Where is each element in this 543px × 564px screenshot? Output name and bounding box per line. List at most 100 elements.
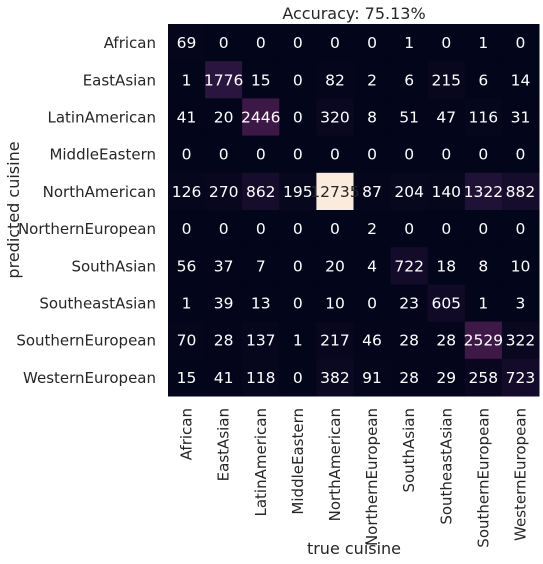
heatmap-cell: [168, 321, 206, 360]
cell-value-label: 0: [478, 220, 488, 238]
cell-value-label: 47: [436, 109, 456, 127]
cell-value-label: 28: [399, 332, 419, 350]
heatmap-cell: [205, 284, 243, 323]
cell-value-label: 69: [177, 34, 197, 52]
cell-value-label: 0: [293, 295, 303, 313]
heatmap-cell: [501, 61, 540, 99]
cell-value-label: 0: [256, 220, 266, 238]
cell-value-label: 41: [177, 109, 197, 127]
heatmap-cell: [464, 24, 503, 62]
y-tick-label: SoutheastAsian: [39, 295, 156, 313]
cell-value-label: 28: [399, 369, 419, 387]
heatmap-cell: [168, 172, 206, 211]
cell-value-label: 1: [478, 34, 488, 52]
cell-value-label: 0: [293, 257, 303, 275]
cell-value-label: 6: [478, 71, 488, 89]
heatmap-cell: [316, 210, 354, 248]
cell-value-label: 382: [320, 369, 350, 387]
heatmap-cell: [279, 284, 317, 323]
cell-value-label: 258: [469, 369, 499, 387]
x-tick-label: NorthAmerican: [326, 408, 344, 521]
cell-value-label: 1322: [464, 183, 503, 201]
heatmap-cell: [242, 321, 280, 360]
cell-value-label: 126: [172, 183, 202, 201]
cell-value-label: 1: [404, 34, 414, 52]
y-tick-label: African: [104, 34, 156, 52]
y-tick-label: NorthAmerican: [43, 183, 156, 201]
cell-value-label: 56: [177, 257, 197, 275]
x-tick-label: SoutheastAsian: [437, 408, 455, 525]
heatmap-cell: [168, 210, 206, 248]
heatmap-cell: [279, 98, 317, 137]
cell-value-label: 15: [251, 71, 271, 89]
cell-value-label: 270: [209, 183, 239, 201]
cell-value-label: 0: [293, 369, 303, 387]
cell-value-label: 195: [283, 183, 313, 201]
heatmap-cell: [316, 172, 354, 211]
cell-value-label: 1: [293, 332, 303, 350]
y-axis-label: predicted cuisine: [4, 141, 23, 278]
heatmap-cell: [205, 135, 243, 174]
cell-value-label: 29: [436, 369, 456, 387]
cell-value-label: 0: [293, 220, 303, 238]
heatmap-cell: [353, 358, 392, 397]
cell-value-label: 320: [320, 109, 350, 127]
heatmap-cell: [390, 98, 429, 137]
y-tick-label: WesternEuropean: [23, 369, 156, 387]
cell-value-label: 2446: [241, 109, 280, 127]
heatmap-cell: [316, 135, 354, 174]
cell-value-label: 8: [367, 109, 377, 127]
cell-value-label: 0: [293, 146, 303, 164]
cell-value-label: 882: [506, 183, 536, 201]
cell-value-label: 28: [436, 332, 456, 350]
cell-value-label: 0: [219, 220, 229, 238]
cell-value-label: 51: [399, 109, 419, 127]
heatmap-cell: [279, 24, 317, 62]
heatmap-cell: [168, 247, 206, 285]
cell-value-label: 722: [394, 257, 424, 275]
heatmap-cell: [242, 135, 280, 174]
cell-value-label: 862: [246, 183, 276, 201]
cell-value-label: 91: [362, 369, 382, 387]
x-tick-label: MiddleEastern: [289, 408, 307, 515]
heatmap-cell: [390, 24, 429, 62]
heatmap-cell: [353, 172, 392, 211]
heatmap-cell: [316, 24, 354, 62]
cell-value-label: 322: [506, 332, 536, 350]
x-tick-label: SouthAsian: [400, 408, 418, 493]
cell-value-label: 0: [367, 146, 377, 164]
heatmap-cell: [205, 358, 243, 397]
cell-value-label: 7: [256, 257, 266, 275]
heatmap-cell: [279, 61, 317, 99]
cell-value-label: 23: [399, 295, 419, 313]
cell-value-label: 1: [182, 295, 192, 313]
x-tick-label: NorthernEuropean: [363, 408, 381, 546]
heatmap-cell: [353, 321, 392, 360]
y-tick-label: LatinAmerican: [48, 109, 157, 127]
heatmap-cell: [205, 24, 243, 62]
cell-value-label: 6: [404, 71, 414, 89]
y-tick-label: SouthernEuropean: [16, 332, 156, 350]
y-tick-label: EastAsian: [83, 71, 156, 89]
heatmap-cell: [390, 321, 429, 360]
cell-value-label: 18: [436, 257, 456, 275]
heatmap-cell: [279, 358, 317, 397]
heatmap-cell: [390, 210, 429, 248]
heatmap-cell: [316, 247, 354, 285]
heatmap-cell: [242, 98, 280, 137]
cell-value-label: 0: [367, 34, 377, 52]
heatmap-cell: [464, 247, 503, 285]
heatmap-cell: [353, 210, 392, 248]
cell-value-label: 2: [367, 220, 377, 238]
heatmap-cell: [501, 135, 540, 174]
heatmap-cell: [427, 284, 466, 323]
cell-value-label: 0: [293, 71, 303, 89]
heatmap-cell: [390, 61, 429, 99]
cell-value-label: 0: [441, 220, 451, 238]
cell-value-label: 39: [214, 295, 234, 313]
heatmap-cell: [279, 172, 317, 211]
cell-value-label: 0: [367, 295, 377, 313]
heatmap-cell: [427, 172, 466, 211]
cell-value-label: 2: [367, 71, 377, 89]
